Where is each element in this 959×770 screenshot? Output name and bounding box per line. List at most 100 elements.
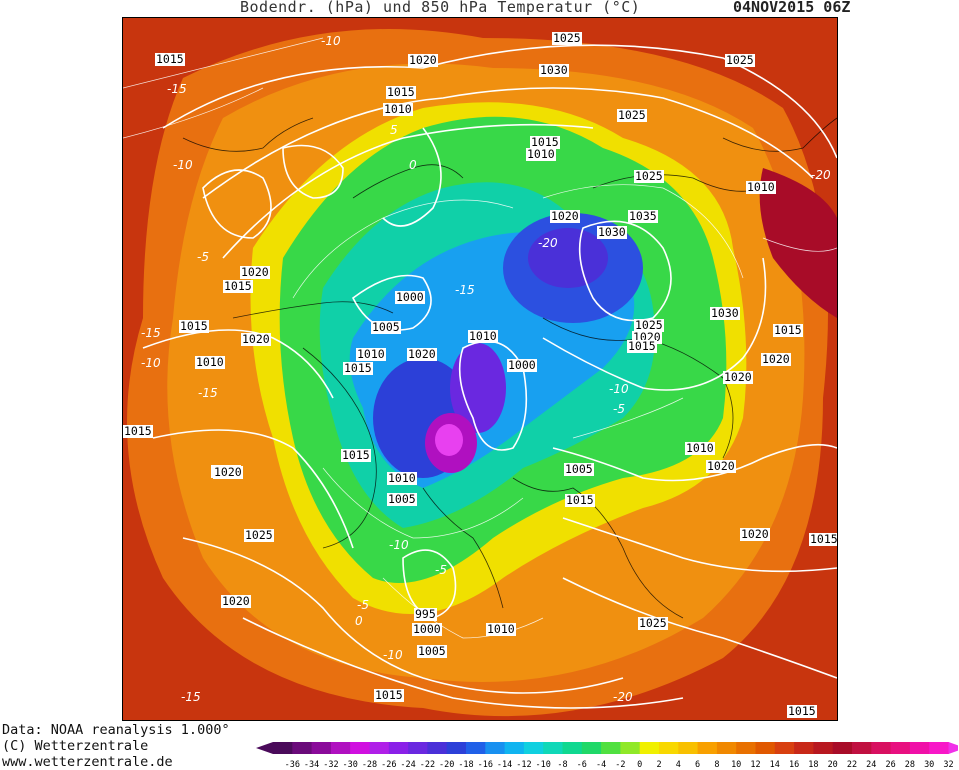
colorbar-swatch [311, 742, 332, 754]
colorbar-swatch [697, 742, 718, 754]
pressure-label: 1010 [746, 180, 776, 194]
pressure-label: 1000 [412, 622, 442, 636]
colorbar-tick-label: -2 [615, 760, 625, 770]
colorbar-tick-label: -22 [420, 760, 435, 770]
temperature-label: -10 [173, 158, 193, 172]
temperature-label: -15 [198, 386, 218, 400]
colorbar-tick-label: -4 [596, 760, 606, 770]
pressure-label: 1010 [356, 347, 386, 361]
pressure-label: 1005 [417, 644, 447, 658]
colorbar-swatch [273, 742, 293, 754]
temperature-label: -15 [455, 283, 475, 297]
data-source: Data: NOAA reanalysis 1.000° [2, 722, 230, 738]
colorbar-swatch [620, 742, 641, 754]
colorbar-swatch [929, 742, 949, 754]
colorbar-tick-label: -8 [557, 760, 567, 770]
colorbar-tick-label: 16 [789, 760, 799, 770]
colorbar-swatch [330, 742, 351, 754]
pressure-label: 1010 [486, 622, 516, 636]
pressure-label: 1025 [634, 318, 664, 332]
temperature-label: -20 [538, 236, 558, 250]
colorbar-tick-label: -20 [439, 760, 454, 770]
colorbar-tick-label: 28 [905, 760, 915, 770]
colorbar-swatch [716, 742, 737, 754]
colorbar-swatch [736, 742, 756, 754]
colorbar-tick-label: -6 [577, 760, 587, 770]
colorbar-swatch [485, 742, 506, 754]
temperature-label: -5 [435, 563, 447, 577]
colorbar-swatch [755, 742, 776, 754]
pressure-label: 1010 [195, 355, 225, 369]
temperature-label: -15 [181, 690, 201, 704]
pressure-label: 1015 [155, 52, 185, 66]
temperature-label: -5 [357, 598, 369, 612]
temperature-label: -20 [811, 168, 831, 182]
pressure-label: 1020 [761, 352, 791, 366]
temperature-label: -10 [389, 538, 409, 552]
colorbar-swatch [639, 742, 660, 754]
temperature-label: 0 [355, 614, 363, 628]
map-datetime: 04NOV2015 06Z [733, 0, 851, 16]
pressure-label: 1025 [725, 53, 755, 67]
colorbar-swatch [678, 742, 699, 754]
weather-map: 1015 1020 1025 1030 1025 1015 1010 1015 … [122, 17, 838, 721]
colorbar-tick-label: -28 [362, 760, 377, 770]
pressure-label: 1015 [179, 319, 209, 333]
pressure-label: 1000 [507, 358, 537, 372]
temperature-label: -10 [321, 34, 341, 48]
colorbar-swatch [350, 742, 370, 754]
colorbar-swatch [466, 742, 486, 754]
temperature-label: 0 [409, 158, 417, 172]
pressure-label: 1005 [371, 320, 401, 334]
colorbar-tick-label: 24 [866, 760, 876, 770]
colorbar-swatch [543, 742, 563, 754]
map-title: Bodendr. (hPa) und 850 hPa Temperatur (°… [240, 0, 641, 16]
colorbar-tick-label: 14 [770, 760, 780, 770]
colorbar-swatch [523, 742, 544, 754]
colorbar-tick-label: -24 [400, 760, 415, 770]
colorbar-tick-label: 18 [808, 760, 818, 770]
temperature-label: -15 [167, 82, 187, 96]
pressure-label: 1015 [773, 323, 803, 337]
colorbar-tick-label: 0 [637, 760, 642, 770]
colorbar-tick-label: -36 [285, 760, 300, 770]
temperature-label: -15 [141, 326, 161, 340]
pressure-label: 1015 [123, 424, 153, 438]
colorbar-swatch [890, 742, 911, 754]
colorbar-tick-label: 8 [714, 760, 719, 770]
pressure-label: 1020 [240, 265, 270, 279]
pressure-label: 1020 [740, 527, 770, 541]
colorbar-swatch [581, 742, 602, 754]
colorbar-tick-label: -30 [343, 760, 358, 770]
colorbar-swatch [408, 742, 428, 754]
colorbar-tick-label: 32 [943, 760, 953, 770]
colorbar-swatch [292, 742, 313, 754]
pressure-label: 1020 [408, 53, 438, 67]
pressure-label: 1010 [468, 329, 498, 343]
pressure-label: 1015 [341, 448, 371, 462]
temperature-label: -20 [613, 690, 633, 704]
colorbar-tick-label: -18 [458, 760, 473, 770]
pressure-label: 1025 [244, 528, 274, 542]
colorbar-tick-label: 4 [676, 760, 681, 770]
colorbar-tick-label: 22 [847, 760, 857, 770]
colorbar-tick-label: -10 [536, 760, 551, 770]
pressure-label: 1015 [223, 279, 253, 293]
temperature-label: -5 [613, 402, 625, 416]
pressure-label: 1020 [241, 332, 271, 346]
colorbar-tick-label: 6 [695, 760, 700, 770]
colorbar-tick-label: -34 [304, 760, 319, 770]
pressure-label: 1020 [213, 465, 243, 479]
website-link[interactable]: www.wetterzentrale.de [2, 754, 173, 770]
colorbar-arrow-left [256, 742, 273, 754]
colorbar-tick-label: -32 [323, 760, 338, 770]
credits: Data: NOAA reanalysis 1.000° (C) Wetterz… [2, 722, 230, 770]
colorbar-swatch [601, 742, 621, 754]
pressure-label: 1015 [530, 135, 560, 149]
colorbar-swatch [871, 742, 892, 754]
colorbar-swatch [659, 742, 679, 754]
pressure-label: 1015 [627, 339, 657, 353]
colorbar-swatch [774, 742, 795, 754]
pressure-label: 1005 [387, 492, 417, 506]
pressure-label: 1015 [787, 704, 817, 718]
